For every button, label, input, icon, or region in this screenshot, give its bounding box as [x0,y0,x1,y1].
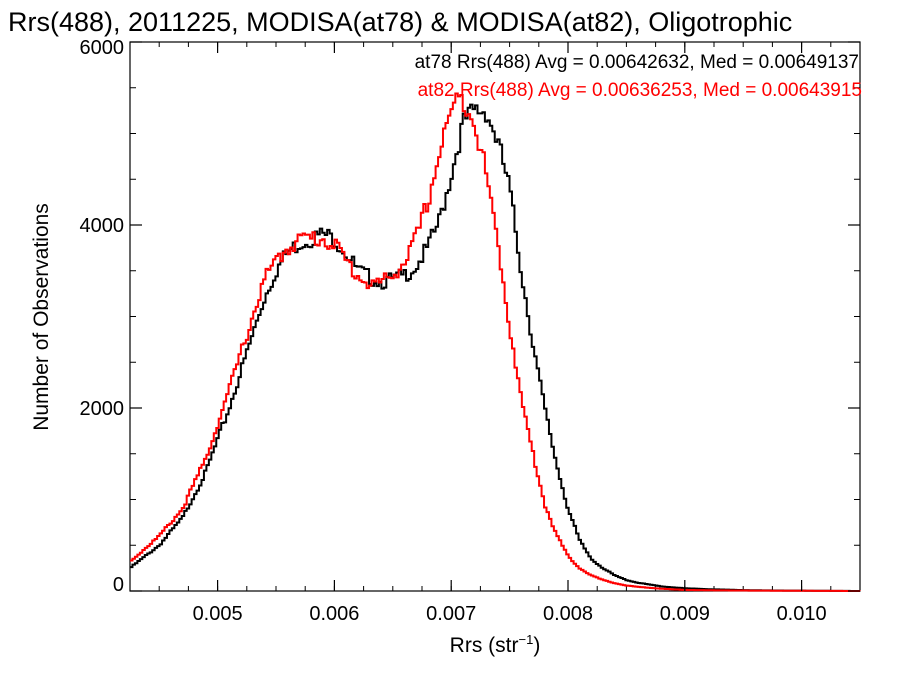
x-axis-label: Rrs (str−1) [450,632,541,657]
x-tick-label: 0.006 [309,603,359,625]
series-lines [130,92,861,592]
y-tick-label: 0 [113,574,124,596]
x-tick-label: 0.010 [777,603,827,625]
annotation-at78: at78 Rrs(488) Avg = 0.00642632, Med = 0.… [415,52,859,73]
series-at82-line [130,92,861,592]
annotation-at82: at82 Rrs(488) Avg = 0.00636253, Med = 0.… [418,80,862,101]
x-axis-ticks: 0.005 0.006 0.007 0.008 0.009 0.010 [193,42,827,625]
x-tick-label: 0.005 [193,603,243,625]
y-axis-label: Number of Observations [30,203,53,431]
x-tick-label: 0.009 [660,603,710,625]
plot-frame [129,41,861,592]
x-tick-label: 0.008 [543,603,593,625]
series-at78-line [130,103,861,592]
y-axis-ticks: 0 2000 4000 6000 [80,37,860,596]
plot-area [129,41,861,592]
x-tick-label: 0.007 [426,603,476,625]
y-tick-label: 2000 [80,398,125,420]
y-tick-label: 4000 [80,215,125,237]
chart-title: Rrs(488), 2011225, MODISA(at78) & MODISA… [8,7,792,37]
y-tick-label: 6000 [80,37,125,59]
